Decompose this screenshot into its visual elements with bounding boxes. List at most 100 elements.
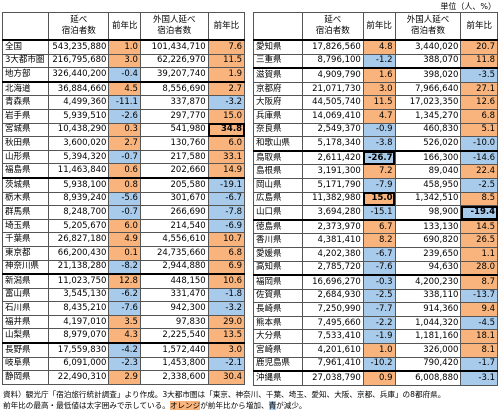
count-cell: 4,200,230: [394, 274, 462, 290]
region-name: 奈良県: [253, 122, 303, 138]
row: 静岡県 22,490,310 2.9 2,338,600 30.4: [2, 370, 246, 385]
yoy-cell: 1.9: [207, 67, 246, 83]
row: 宮崎県 4,201,610 1.0 326,000 8.1: [253, 343, 498, 358]
region-name: 長崎県: [253, 302, 303, 317]
column-header: 延べ 宿泊者数: [47, 12, 110, 41]
count-cell: 36,884,660: [47, 80, 110, 97]
region-name: 青森県: [2, 95, 49, 110]
footnote-text: オレンジ: [169, 401, 201, 410]
yoy-cell: 28.0: [460, 260, 498, 276]
region-name: 北海道: [2, 80, 49, 97]
region-name: 山梨県: [2, 328, 49, 344]
count-cell: 216,795,680: [47, 53, 110, 69]
region-name: 福島県: [2, 163, 49, 179]
row: 宮城県 10,438,290 0.3 541,980 34.8: [2, 122, 246, 138]
count-cell: 66,200,430: [47, 245, 110, 261]
region-name: 和歌山県: [253, 136, 303, 152]
count-cell: 8,248,700: [47, 205, 110, 220]
count-cell: 5,205,670: [47, 218, 110, 234]
yoy-cell: -19.4: [460, 205, 498, 221]
count-cell: 97,830: [139, 314, 209, 330]
row: 奈良県 2,549,370 -0.9 460,830 5.1: [253, 122, 498, 138]
column-header: 前年比: [108, 12, 141, 41]
count-cell: 398,020: [394, 67, 462, 83]
row: 群馬県 8,248,700 -0.7 266,690 -7.8: [2, 205, 246, 220]
yoy-cell: 4.3: [108, 328, 141, 344]
count-cell: 7,250,990: [301, 302, 364, 317]
count-cell: 17,559,830: [47, 342, 110, 358]
count-cell: 460,830: [394, 122, 462, 138]
yoy-cell: 10.7: [207, 232, 246, 247]
count-cell: 326,440,200: [47, 67, 110, 83]
row: 長崎県 7,250,990 -7.7 914,360 9.4: [253, 302, 498, 317]
row: 新潟県 11,023,750 12.8 448,150 10.6: [2, 273, 246, 289]
yoy-cell: 14.5: [460, 218, 498, 235]
region-name: 滋賀県: [253, 67, 303, 83]
row: 山口県 3,694,280 -15.1 98,900 -19.4: [253, 205, 498, 221]
count-cell: 338,110: [394, 288, 462, 304]
row: 沖縄県 27,038,790 0.9 6,008,880 -3.1: [253, 370, 498, 386]
yoy-cell: -7.7: [362, 302, 396, 317]
count-cell: 11,382,980: [301, 191, 364, 207]
yoy-cell: 27.1: [460, 81, 498, 97]
row: 香川県 4,381,410 8.2 690,820 26.5: [253, 233, 498, 248]
yoy-cell: 0.3: [108, 122, 141, 138]
yoy-cell: -3.8: [362, 136, 396, 152]
count-cell: 205,580: [139, 176, 209, 193]
row: 鳥取県 2,611,420 -26.7 166,300 -14.6: [253, 149, 498, 166]
count-cell: 7,966,640: [394, 81, 462, 97]
region-name: 山口県: [253, 205, 303, 221]
row: 山形県 5,394,320 -0.7 217,580 33.1: [2, 149, 246, 165]
yoy-cell: -15.1: [362, 205, 396, 221]
yoy-cell: 6.7: [362, 218, 396, 235]
yoy-cell: -7.6: [362, 260, 396, 276]
count-cell: 8,435,210: [47, 301, 110, 316]
count-cell: 942,300: [139, 301, 209, 316]
count-cell: 21,138,280: [47, 259, 110, 275]
yoy-cell: -0.7: [108, 149, 141, 165]
count-cell: 2,338,600: [139, 370, 209, 385]
row: 福島県 11,463,840 0.6 202,660 14.9: [2, 163, 246, 179]
row: 神奈川県 21,138,280 -8.2 2,944,880 6.9: [2, 259, 246, 275]
region-name: 沖縄県: [253, 370, 303, 386]
row: 山梨県 8,979,070 4.3 2,225,540 13.5: [2, 328, 246, 344]
column-header: 延べ 宿泊者数: [301, 12, 364, 41]
row: 徳島県 2,373,970 6.7 133,130 14.5: [253, 218, 498, 235]
count-cell: 790,420: [394, 356, 462, 372]
row: 大分県 7,533,410 -1.9 1,181,160 18.1: [253, 329, 498, 345]
count-cell: 7,495,660: [301, 315, 364, 331]
count-cell: 101,434,710: [139, 38, 209, 55]
yoy-cell: -2.6: [108, 108, 141, 124]
yoy-cell: -6.9: [207, 218, 246, 234]
count-cell: 6,091,000: [47, 356, 110, 372]
table: 延べ 宿泊者数 前年比 外国人延べ 宿泊者数 前年比 全国 543,235,880 1.0 1…: [2, 12, 246, 385]
row: 北海道 36,884,660 4.5 8,556,690 2.7: [2, 80, 246, 97]
region-name: 鹿児島県: [253, 356, 303, 372]
yoy-cell: -3.5: [460, 67, 498, 83]
row: 鹿児島県 7,961,410 -10.2 790,420 -1.7: [253, 356, 498, 372]
yoy-cell: 30.4: [207, 370, 246, 385]
yoy-cell: 2.7: [108, 136, 141, 151]
count-cell: 17,023,350: [394, 95, 462, 110]
yoy-cell: -19.1: [207, 176, 246, 193]
row: 京都府 21,071,730 3.0 7,966,640 27.1: [253, 81, 498, 97]
yoy-cell: 7.2: [362, 164, 396, 179]
count-cell: 39,207,740: [139, 67, 209, 83]
region-name: 地方部: [2, 67, 49, 83]
yoy-cell: -6.2: [108, 287, 141, 303]
count-cell: 3,191,300: [301, 164, 364, 179]
footnote: 資料）観光庁「宿泊旅行統計調査」より作成。3大都市圏は「東京、神奈川、千葉、埼玉…: [3, 389, 497, 411]
count-cell: 1,044,320: [394, 315, 462, 331]
yoy-cell: -2.5: [460, 177, 498, 193]
column-header: [2, 12, 49, 41]
count-cell: 690,820: [394, 233, 462, 248]
yoy-cell: -8.2: [108, 259, 141, 275]
row: 福井県 4,197,010 3.5 97,830 29.0: [2, 314, 246, 330]
row: 佐賀県 2,684,930 -2.5 338,110 -13.7: [253, 288, 498, 304]
footnote-text: 青: [268, 401, 277, 410]
region-name: 京都府: [253, 81, 303, 97]
region-name: 佐賀県: [253, 288, 303, 304]
yoy-cell: 14.9: [207, 163, 246, 179]
region-name: 大分県: [253, 329, 303, 345]
row: 三重県 8,796,100 -1.2 388,070 11.8: [253, 53, 498, 69]
